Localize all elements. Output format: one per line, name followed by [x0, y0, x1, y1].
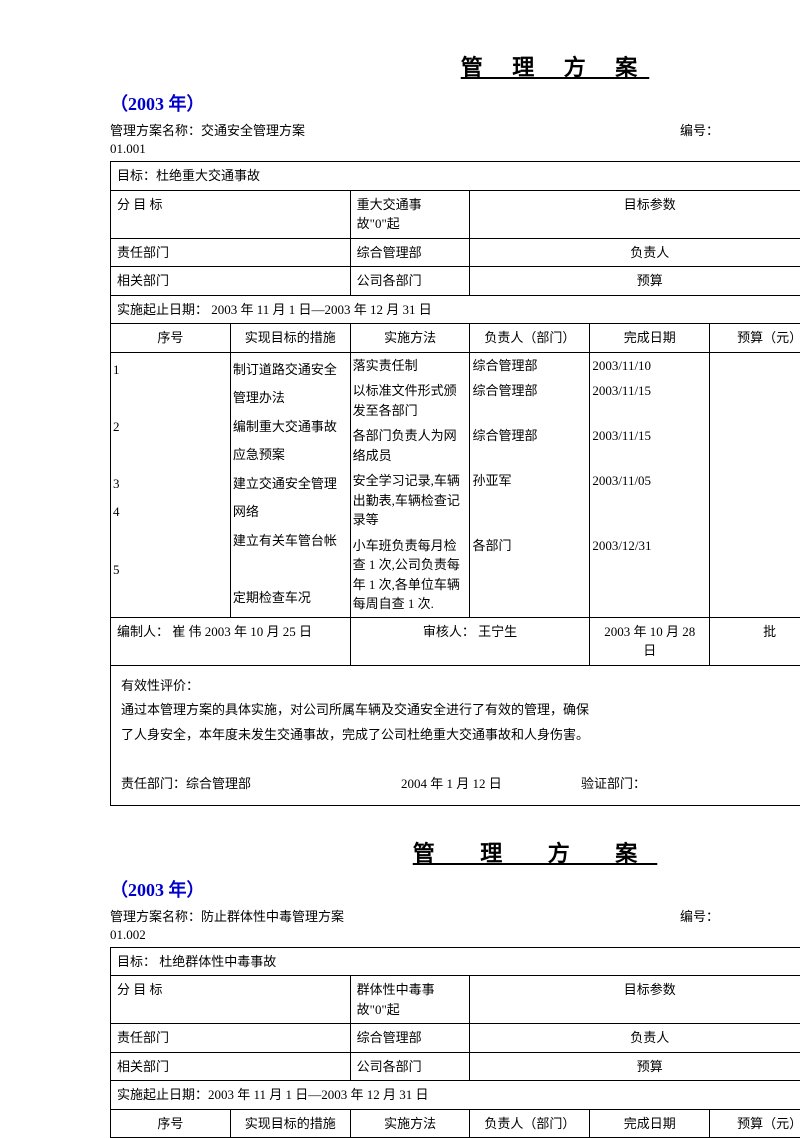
doc1-review-date: 2003 年 10 月 28 日 — [590, 617, 710, 665]
doc1-header-person: 负责人（部门） — [470, 324, 590, 353]
doc1-goal-param: 目标参数 — [470, 190, 800, 238]
doc1-date-1: 2003/11/10 — [590, 352, 710, 378]
doc2-container: 管 理 方 案 （2003 年） 管理方案名称：防止群体性中毒管理方案 编号： … — [110, 836, 800, 1138]
doc2-header-date: 完成日期 — [590, 1109, 710, 1138]
doc1-period-row: 实施起止日期： 2003 年 11 月 1 日—2003 年 12 月 31 日 — [111, 295, 800, 324]
doc1-related-dept-label: 相关部门 — [111, 267, 351, 296]
doc1-number-label: 编号： — [680, 123, 719, 138]
doc2-header-person: 负责人（部门） — [470, 1109, 590, 1138]
table-row: 12345 制订道路交通安全管理办法编制重大交通事故应急预案建立交通安全管理网络… — [111, 352, 800, 378]
doc1-plan-name-row: 管理方案名称：交通安全管理方案 编号： — [110, 120, 800, 139]
doc2-subgoal-label: 分 目 标 — [111, 976, 351, 1024]
doc2-number: 01.002 — [110, 927, 800, 943]
doc2-plan-name-row: 管理方案名称：防止群体性中毒管理方案 编号： — [110, 906, 800, 925]
doc2-year: （2003 年） — [110, 876, 800, 902]
doc2-header-method: 实施方法 — [350, 1109, 470, 1138]
doc1-person-label: 负责人 — [470, 238, 800, 267]
doc2-budget-label: 预算 — [470, 1052, 800, 1081]
doc1-header-seq: 序号 — [111, 324, 231, 353]
doc1-person-1: 综合管理部 — [470, 352, 590, 378]
doc1-person-2: 综合管理部 — [470, 378, 590, 423]
doc2-resp-dept-label: 责任部门 — [111, 1024, 351, 1053]
doc2-plan-name-label: 管理方案名称： — [110, 909, 201, 924]
doc1-subgoal: 重大交通事故"0"起 — [350, 190, 470, 238]
doc1-seq-col: 12345 — [111, 352, 231, 617]
doc1-measure-col: 制订道路交通安全管理办法编制重大交通事故应急预案建立交通安全管理网络建立有关车管… — [230, 352, 350, 617]
doc1-method-2: 以标准文件形式颁发至各部门 — [350, 378, 470, 423]
doc1-compiler-cell: 编制人： 崔 伟 2003 年 10 月 25 日 — [111, 617, 351, 665]
doc2-number-label: 编号： — [680, 909, 719, 924]
doc2-related-dept-label: 相关部门 — [111, 1052, 351, 1081]
doc2-period-row: 实施起止日期：2003 年 11 月 1 日—2003 年 12 月 31 日 — [111, 1081, 800, 1110]
doc2-goal-row: 目标： 杜绝群体性中毒事故 — [111, 947, 800, 976]
doc1-date-3: 2003/11/15 — [590, 423, 710, 468]
doc1-approve: 批 — [710, 617, 800, 665]
doc1-number: 01.001 — [110, 141, 800, 157]
doc1-method-3: 各部门负责人为网络成员 — [350, 423, 470, 468]
doc1-plan-name: 交通安全管理方案 — [201, 123, 305, 138]
doc1-container: 管 理 方 案 （2003 年） 管理方案名称：交通安全管理方案 编号： 01.… — [110, 50, 800, 806]
doc1-method-1: 落实责任制 — [350, 352, 470, 378]
doc1-method-4: 安全学习记录,车辆出勤表,车辆检查记录等 — [350, 468, 470, 533]
doc1-resp-dept-label: 责任部门 — [111, 238, 351, 267]
doc1-plan-name-label: 管理方案名称： — [110, 123, 201, 138]
doc2-related-dept: 公司各部门 — [350, 1052, 470, 1081]
doc1-header-measure: 实现目标的措施 — [230, 324, 350, 353]
doc2-resp-dept: 综合管理部 — [350, 1024, 470, 1053]
doc1-person-4: 孙亚军 — [470, 468, 590, 533]
doc2-header-seq: 序号 — [111, 1109, 231, 1138]
doc1-header-method: 实施方法 — [350, 324, 470, 353]
doc1-budget-label: 预算 — [470, 267, 800, 296]
doc1-header-budget: 预算（元） — [710, 324, 800, 353]
doc1-person-5: 各部门 — [470, 533, 590, 618]
doc1-method-5: 小车班负责每月检查 1 次,公司负责每年 1 次,各单位车辆每周自查 1 次. — [350, 533, 470, 618]
doc1-budget-cell — [710, 352, 800, 617]
doc2-header-measure: 实现目标的措施 — [230, 1109, 350, 1138]
doc2-title: 管 理 方 案 — [270, 836, 800, 868]
doc1-table: 目标：杜绝重大交通事故 分 目 标 重大交通事故"0"起 目标参数 责任部门 综… — [110, 161, 800, 806]
doc2-subgoal: 群体性中毒事故"0"起 — [350, 976, 470, 1024]
doc2-table: 目标： 杜绝群体性中毒事故 分 目 标 群体性中毒事故"0"起 目标参数 责任部… — [110, 947, 800, 1138]
doc1-resp-dept: 综合管理部 — [350, 238, 470, 267]
doc2-header-budget: 预算（元） — [710, 1109, 800, 1138]
doc1-person-3: 综合管理部 — [470, 423, 590, 468]
doc1-goal-row: 目标：杜绝重大交通事故 — [111, 162, 800, 191]
doc1-year: （2003 年） — [110, 90, 800, 116]
doc2-plan-name: 防止群体性中毒管理方案 — [201, 909, 344, 924]
doc1-eval-cell: 有效性评价： 通过本管理方案的具体实施，对公司所属车辆及交通安全进行了有效的管理… — [111, 665, 800, 805]
doc1-reviewer-cell: 审核人： 王宁生 — [350, 617, 590, 665]
doc1-date-4: 2003/11/05 — [590, 468, 710, 533]
doc2-person-label: 负责人 — [470, 1024, 800, 1053]
doc1-date-5: 2003/12/31 — [590, 533, 710, 618]
doc1-header-date: 完成日期 — [590, 324, 710, 353]
doc1-title: 管 理 方 案 — [310, 50, 800, 82]
doc1-date-2: 2003/11/15 — [590, 378, 710, 423]
doc2-goal-param: 目标参数 — [470, 976, 800, 1024]
doc1-subgoal-label: 分 目 标 — [111, 190, 351, 238]
doc1-related-dept: 公司各部门 — [350, 267, 470, 296]
